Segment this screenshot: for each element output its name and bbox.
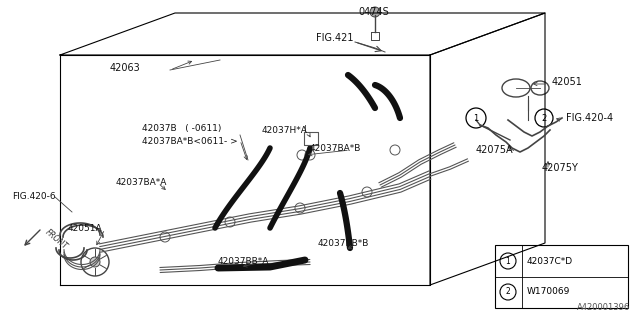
Text: 42075Y: 42075Y [542, 163, 579, 173]
Text: 42037BA*B<0611- >: 42037BA*B<0611- > [142, 137, 237, 146]
Text: 2: 2 [541, 114, 547, 123]
Text: 42051: 42051 [552, 77, 583, 87]
Text: FIG.421: FIG.421 [316, 33, 353, 43]
Text: 42037B   ( -0611): 42037B ( -0611) [142, 124, 221, 132]
Circle shape [370, 7, 380, 17]
Text: 1: 1 [474, 114, 479, 123]
Circle shape [90, 257, 100, 267]
Text: 42037BA*A: 42037BA*A [116, 178, 168, 187]
Text: W170069: W170069 [527, 287, 570, 297]
Text: 42063: 42063 [110, 63, 141, 73]
Text: 42037C*D: 42037C*D [527, 257, 573, 266]
Text: 42037H*A: 42037H*A [262, 125, 308, 134]
Bar [495, 245, 628, 308]
Text: FIG.420-6: FIG.420-6 [12, 191, 56, 201]
Text: A420001396: A420001396 [577, 303, 630, 312]
Text: 1: 1 [506, 257, 510, 266]
Text: 42037BB*B: 42037BB*B [318, 238, 369, 247]
Text: 0474S: 0474S [358, 7, 388, 17]
Text: 42051A: 42051A [68, 223, 102, 233]
Text: 42037BB*A: 42037BB*A [218, 258, 269, 267]
Text: 42037BA*B: 42037BA*B [310, 143, 362, 153]
Text: FRONT: FRONT [44, 228, 70, 252]
Text: 42075A: 42075A [476, 145, 514, 155]
Text: 2: 2 [506, 287, 510, 297]
Text: FIG.420-4: FIG.420-4 [566, 113, 613, 123]
